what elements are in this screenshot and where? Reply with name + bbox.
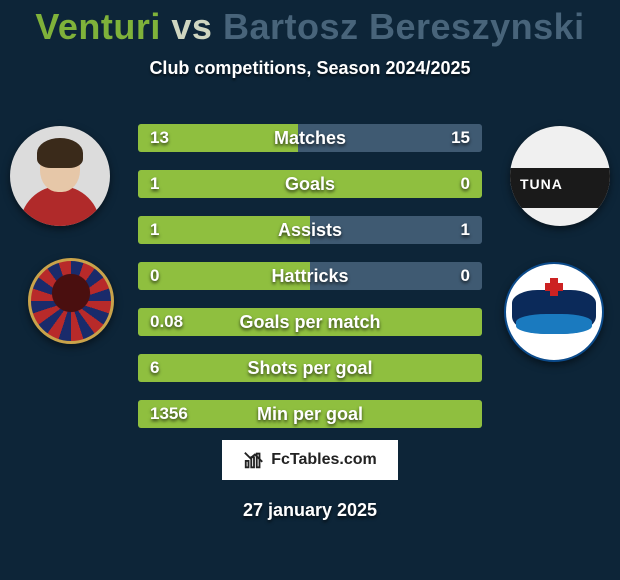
- stat-row: 1356Min per goal: [138, 400, 482, 428]
- club-right-crest: [504, 262, 604, 362]
- watermark-text: FcTables.com: [271, 451, 377, 469]
- stat-label: Matches: [138, 124, 482, 152]
- stat-row: 00Hattricks: [138, 262, 482, 290]
- date-label: 27 january 2025: [0, 500, 620, 521]
- player-left-avatar: [10, 126, 110, 226]
- jersey-text: TUNA: [520, 176, 563, 192]
- stat-label: Goals: [138, 170, 482, 198]
- page-title: Venturi vs Bartosz Bereszynski: [0, 0, 620, 48]
- player-right-name: Bartosz Bereszynski: [223, 6, 585, 47]
- stat-label: Goals per match: [138, 308, 482, 336]
- vs-label: vs: [171, 6, 212, 47]
- stat-row: 6Shots per goal: [138, 354, 482, 382]
- stat-row: 11Assists: [138, 216, 482, 244]
- stat-label: Shots per goal: [138, 354, 482, 382]
- watermark: FcTables.com: [222, 440, 398, 480]
- stat-row: 10Goals: [138, 170, 482, 198]
- stat-label: Min per goal: [138, 400, 482, 428]
- player-left-name: Venturi: [35, 6, 161, 47]
- club-left-crest: [28, 258, 114, 344]
- stat-row: 0.08Goals per match: [138, 308, 482, 336]
- stat-label: Hattricks: [138, 262, 482, 290]
- player-right-avatar: TUNA: [510, 126, 610, 226]
- stat-bars: 1315Matches 10Goals 11Assists 00Hattricks 0.…: [138, 124, 482, 446]
- subtitle: Club competitions, Season 2024/2025: [0, 58, 620, 79]
- chart-icon: [243, 449, 265, 471]
- stat-row: 1315Matches: [138, 124, 482, 152]
- comparison-card: Venturi vs Bartosz Bereszynski Club comp…: [0, 0, 620, 580]
- stat-label: Assists: [138, 216, 482, 244]
